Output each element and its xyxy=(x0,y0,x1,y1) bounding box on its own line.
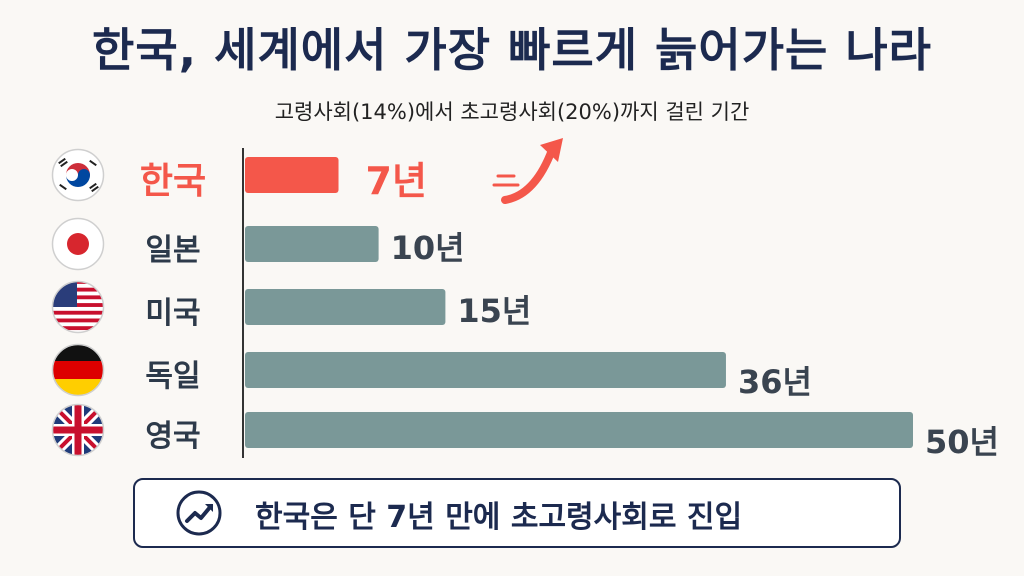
value-label: 10년 xyxy=(390,229,465,267)
summary-callout: 한국은 단 7년 만에 초고령사회로 진입 xyxy=(133,478,901,548)
category-label: 일본 xyxy=(145,233,201,268)
bar-독일 xyxy=(245,352,726,388)
uk-flag-icon xyxy=(51,403,105,457)
bar-한국 xyxy=(245,157,339,193)
japan-flag-icon xyxy=(51,217,105,271)
category-label: 한국 xyxy=(139,161,207,202)
value-label: 15년 xyxy=(457,292,532,330)
bar-chart xyxy=(242,138,913,458)
bar-영국 xyxy=(245,412,913,448)
category-label: 영국 xyxy=(145,419,201,454)
bar-미국 xyxy=(245,289,446,325)
category-label: 독일 xyxy=(145,359,201,394)
page-title: 한국, 세계에서 가장 빠르게 늙어가는 나라 xyxy=(92,23,932,77)
value-label: 7년 xyxy=(365,159,427,203)
usa-flag-icon xyxy=(51,280,105,334)
trend-up-icon xyxy=(176,490,222,536)
south-korea-flag-icon xyxy=(51,148,105,202)
speed-arrow-icon xyxy=(492,138,563,204)
category-label: 미국 xyxy=(145,296,201,331)
value-label: 50년 xyxy=(925,423,999,461)
bar-일본 xyxy=(245,226,379,262)
callout-text: 한국은 단 7년 만에 초고령사회로 진입 xyxy=(255,500,743,535)
value-label: 36년 xyxy=(737,363,812,401)
germany-flag-icon xyxy=(51,343,105,397)
page-subtitle: 고령사회(14%)에서 초고령사회(20%)까지 걸린 기간 xyxy=(274,100,750,124)
